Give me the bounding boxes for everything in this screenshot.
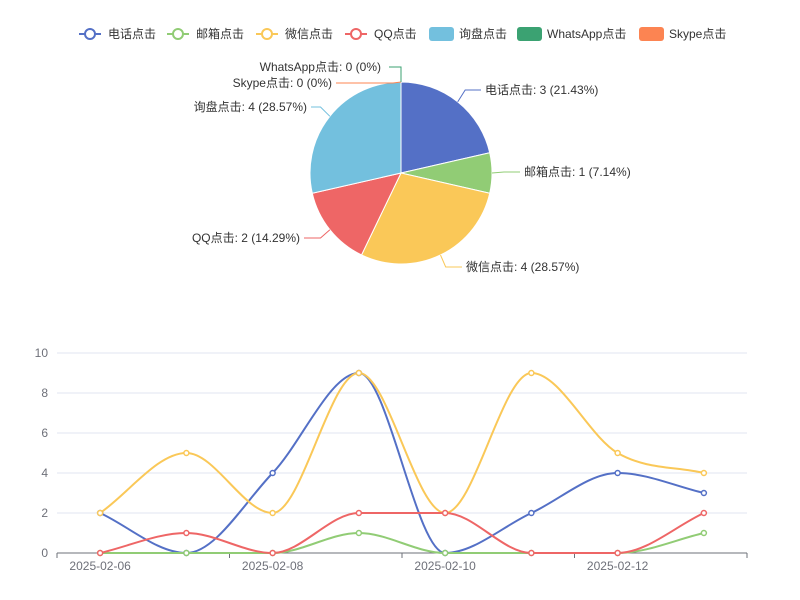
legend-item-2[interactable]: 微信点击: [256, 27, 333, 41]
series-3-point-item-6: [614, 549, 621, 557]
legend-circle-icon: [350, 28, 362, 40]
series-2-point-item-0: [96, 509, 104, 517]
pie-leader-line-item-4: [336, 81, 402, 84]
pie-label-item-6: 询盘点击: 4 (28.57%): [194, 99, 307, 114]
pie-label-item-1: 邮箱点击: 1 (7.14%): [524, 164, 631, 179]
pie-slice-item-3: [311, 172, 402, 256]
legend[interactable]: 电话点击 邮箱点击 微信点击 QQ点击 询盘点击 WhatsApp点击 Skype点击: [79, 26, 726, 41]
series-line-item-2: [99, 372, 705, 514]
pie-leader-line-item-2: [440, 254, 462, 268]
pie-leader-line-item-5: [389, 66, 402, 82]
legend-label: Skype点击: [669, 27, 726, 41]
series-2-point-item-3: [355, 369, 363, 377]
series-2-point-item-1: [183, 449, 190, 457]
pie-leader-line-item-0: [457, 89, 481, 103]
series-0-point-item-6: [614, 469, 621, 477]
x-tick-label-item-1: 2025-02-08: [242, 559, 304, 573]
pie-label-item-0: 电话点击: 3 (21.43%): [485, 83, 598, 97]
series-2-point-item-6: [614, 449, 621, 457]
pie-chart: 电话点击: 3 (21.43%) 邮箱点击: 1 (7.14%) 微信点击: 4 (…: [192, 60, 631, 274]
series-3-point-item-7: [700, 509, 708, 517]
series-0-point-item-5: [528, 509, 535, 517]
series-3-point-item-0: [96, 549, 104, 557]
pie-label-item-4: Skype点击: 0 (0%): [233, 76, 332, 90]
pie-label-item-3: QQ点击: 2 (14.29%): [192, 231, 300, 245]
legend-item-6[interactable]: Skype点击: [639, 27, 726, 41]
y-tick-label-item-5: 10: [35, 346, 49, 360]
pie-label-item-5: WhatsApp点击: 0 (0%): [260, 60, 381, 74]
series-2-point-item-7: [700, 469, 708, 477]
series-line-item-1: [100, 532, 705, 555]
x-tick-label-item-2: 2025-02-10: [414, 559, 476, 573]
legend-rect-icon: [429, 27, 454, 41]
series-3-point-item-4: [441, 509, 449, 517]
series-3-point-item-1: [183, 529, 190, 537]
series-1-point-item-1: [183, 549, 190, 557]
series-1-point-item-4: [441, 549, 449, 557]
legend-item-0[interactable]: 电话点击: [79, 27, 156, 41]
series-1-point-item-3: [355, 529, 363, 537]
legend-rect-icon: [639, 27, 664, 41]
series-3-point-item-5: [528, 549, 535, 557]
y-tick-label-item-3: 6: [41, 426, 48, 440]
series-line-item-3: [99, 511, 705, 555]
pie-slice-item-2: [360, 172, 491, 265]
x-tick-label-item-3: 2025-02-12: [587, 559, 649, 573]
legend-label: QQ点击: [374, 27, 417, 41]
legend-item-4[interactable]: 询盘点击: [429, 26, 507, 41]
series-3-point-item-2: [269, 549, 276, 557]
series-0-point-item-2: [269, 469, 276, 477]
series-line-item-0: [99, 372, 705, 554]
series-3-point-item-3: [355, 509, 363, 517]
legend-circle-icon: [84, 28, 96, 40]
legend-label: WhatsApp点击: [547, 27, 626, 41]
y-tick-label-item-4: 8: [41, 386, 48, 400]
legend-item-5[interactable]: WhatsApp点击: [517, 27, 626, 41]
line-chart: 0 2 4 6 8 10 2025-02-06 2025-02-08 2025-02-10 202…: [35, 346, 748, 573]
y-tick-label-item-2: 4: [41, 466, 48, 480]
pie-label-item-2: 微信点击: 4 (28.57%): [466, 260, 579, 274]
y-tick-label-item-1: 2: [41, 506, 48, 520]
y-tick-label-item-0: 0: [41, 546, 48, 560]
legend-label: 电话点击: [108, 27, 156, 41]
legend-circle-icon: [172, 28, 184, 40]
legend-circle-icon: [261, 28, 273, 40]
series-1-point-item-7: [700, 529, 708, 537]
series-2-point-item-5: [528, 369, 535, 377]
legend-item-3[interactable]: QQ点击: [345, 27, 417, 41]
pie-leader-line-item-1: [491, 171, 520, 174]
legend-label: 微信点击: [285, 27, 333, 41]
pie-slice-item-6: [309, 81, 402, 194]
legend-label: 邮箱点击: [196, 26, 244, 41]
legend-rect-icon: [517, 27, 542, 41]
pie-leader-line-item-6: [311, 106, 331, 117]
legend-label: 询盘点击: [459, 26, 507, 41]
legend-item-1[interactable]: 邮箱点击: [167, 26, 244, 41]
pie-leader-line-item-3: [304, 229, 331, 239]
series-0-point-item-7: [700, 489, 708, 497]
x-tick-label-item-0: 2025-02-06: [69, 559, 131, 573]
series-2-point-item-2: [269, 509, 276, 517]
